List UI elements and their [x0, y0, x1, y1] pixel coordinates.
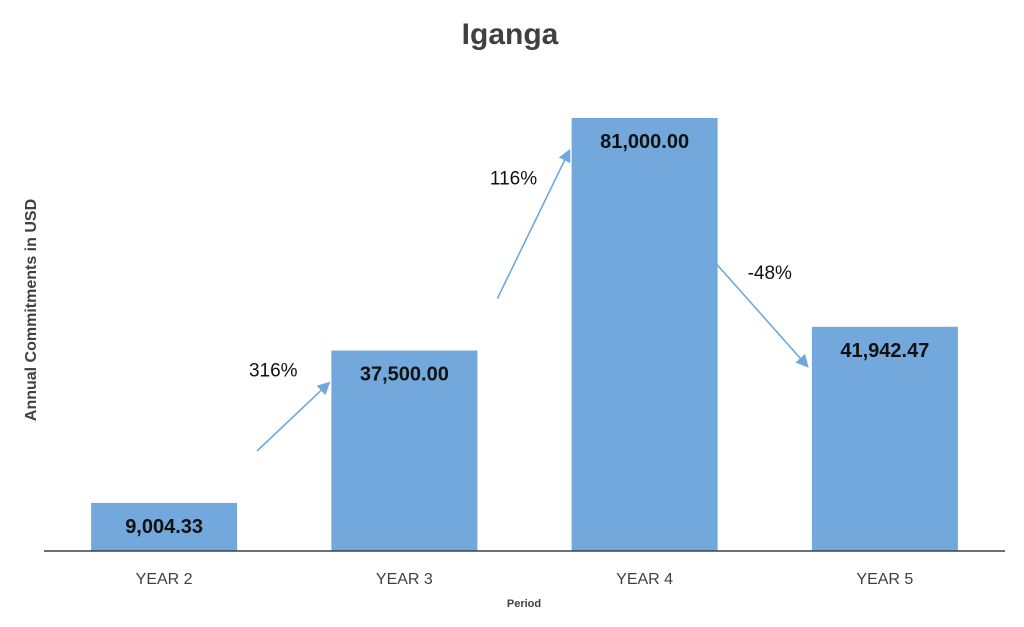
x-tick-label: YEAR 2 [136, 571, 193, 588]
data-label: 37,500.00 [360, 364, 449, 386]
x-tick-label: YEAR 3 [376, 571, 433, 588]
growth-arrow [715, 262, 809, 368]
data-label: 81,000.00 [600, 131, 689, 153]
bars-group: 9,004.33 YEAR 2 37,500.00 YEAR 3 81,000.00 YE… [91, 118, 958, 588]
chart-title: Iganga [462, 18, 559, 51]
bar-year-4 [571, 118, 718, 551]
y-axis-label: Annual Commitments in USD [23, 199, 40, 421]
growth-percent-label: 316% [249, 361, 298, 382]
arrows-group: 316% 116% -48% [249, 148, 809, 452]
growth-arrow [256, 381, 331, 452]
data-label: 41,942.47 [840, 340, 929, 362]
x-tick-label: YEAR 5 [856, 571, 913, 588]
bar-year-5 [811, 326, 958, 551]
growth-percent-label: -48% [748, 263, 792, 284]
data-label: 9,004.33 [125, 516, 203, 538]
growth-arrow [496, 148, 571, 299]
x-tick-label: YEAR 4 [616, 571, 673, 588]
bar-year-3 [331, 350, 478, 551]
bar-year-2 [91, 502, 238, 551]
growth-percent-label: 116% [490, 168, 537, 189]
x-axis-label: Period [507, 598, 541, 610]
